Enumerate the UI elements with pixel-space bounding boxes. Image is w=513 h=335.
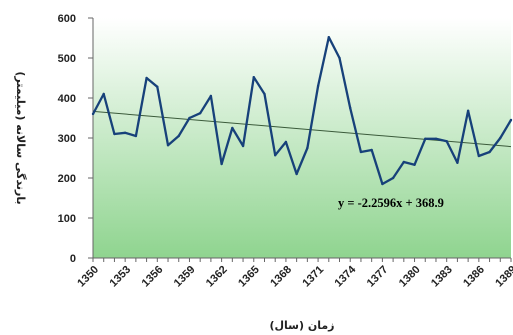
data-point bbox=[338, 56, 341, 60]
x-tick-label: 1356 bbox=[140, 264, 166, 290]
data-point bbox=[445, 140, 448, 143]
x-tick-label: 1380 bbox=[397, 264, 423, 290]
data-point bbox=[327, 36, 330, 39]
data-point bbox=[263, 92, 266, 96]
data-point bbox=[434, 137, 438, 140]
y-tick-label: 300 bbox=[58, 133, 76, 145]
data-point bbox=[391, 176, 395, 180]
x-tick-label: 1374 bbox=[333, 263, 359, 289]
data-point bbox=[113, 132, 116, 136]
data-point bbox=[102, 92, 105, 96]
data-point bbox=[488, 150, 491, 154]
data-point bbox=[402, 160, 406, 164]
x-tick-label: 1368 bbox=[268, 264, 294, 290]
data-point bbox=[477, 154, 481, 158]
data-point bbox=[241, 144, 245, 148]
trendline-equation: y = -2.2596x + 368.9 bbox=[338, 196, 444, 210]
x-tick-label: 1353 bbox=[107, 264, 133, 290]
x-tick-label: 1383 bbox=[429, 264, 455, 290]
y-tick-label: 500 bbox=[58, 53, 76, 65]
series-line bbox=[91, 36, 512, 186]
x-tick-label: 1359 bbox=[172, 264, 198, 290]
data-point bbox=[349, 106, 352, 110]
plot-area bbox=[93, 18, 511, 258]
y-tick-label: 200 bbox=[58, 173, 76, 185]
data-point bbox=[123, 131, 127, 134]
data-point bbox=[295, 172, 298, 176]
x-tick-label: 1350 bbox=[75, 264, 101, 290]
data-point bbox=[145, 76, 148, 80]
y-axis-title: بارندگی سالانه (میلیمتر) bbox=[14, 71, 27, 204]
data-point bbox=[156, 85, 159, 89]
data-point bbox=[220, 162, 223, 166]
data-point bbox=[316, 84, 320, 88]
x-tick-label: 1371 bbox=[300, 264, 326, 290]
data-point bbox=[424, 137, 427, 140]
x-axis-ticks: 1350 1353 1356 1359 1362 1365 1368 1371 1374 1377… bbox=[75, 258, 513, 289]
y-tick-label: 400 bbox=[58, 93, 76, 105]
data-point bbox=[509, 118, 513, 122]
x-tick-label: 1365 bbox=[236, 264, 262, 290]
x-axis-title: زمان (سال) bbox=[269, 319, 334, 332]
data-point bbox=[91, 112, 95, 116]
y-axis-ticks: 0 100 200 300 400 500 600 bbox=[58, 13, 93, 265]
data-point bbox=[466, 109, 470, 113]
x-tick-label: 1362 bbox=[204, 264, 230, 290]
data-point bbox=[284, 140, 288, 144]
data-point bbox=[134, 134, 138, 138]
y-tick-label: 100 bbox=[58, 213, 76, 225]
x-tick-label: 1386 bbox=[461, 264, 487, 290]
x-tick-label: 1389 bbox=[493, 264, 513, 290]
data-points bbox=[91, 36, 513, 186]
data-point bbox=[370, 148, 373, 152]
y-tick-label: 0 bbox=[70, 253, 76, 265]
x-tick-label: 1377 bbox=[365, 264, 391, 290]
data-point bbox=[252, 76, 255, 79]
data-point bbox=[359, 150, 363, 154]
data-point bbox=[209, 94, 213, 98]
data-point bbox=[456, 161, 459, 164]
data-point bbox=[198, 112, 202, 115]
data-point bbox=[413, 163, 416, 166]
data-point bbox=[381, 182, 384, 186]
data-point bbox=[306, 146, 309, 150]
data-point bbox=[177, 134, 180, 138]
data-point bbox=[166, 144, 170, 147]
data-point bbox=[499, 136, 502, 140]
data-point bbox=[188, 116, 191, 120]
data-point bbox=[231, 126, 234, 130]
y-tick-label: 600 bbox=[58, 13, 76, 25]
data-point bbox=[274, 154, 277, 157]
